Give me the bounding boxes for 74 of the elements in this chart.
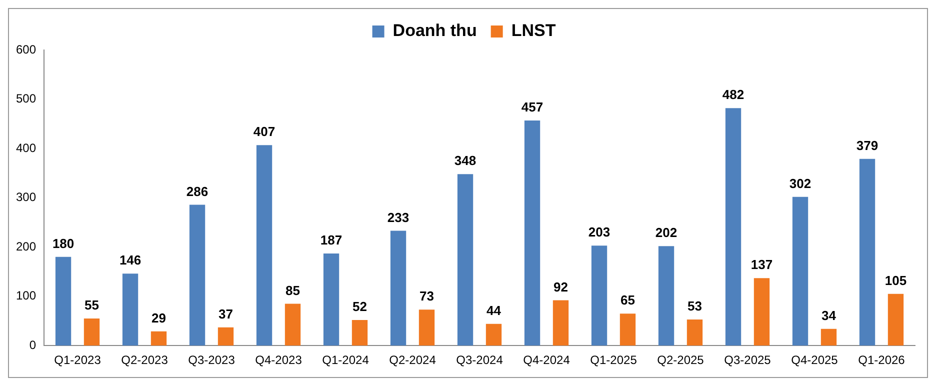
bar (620, 314, 636, 346)
bar (256, 145, 272, 346)
x-tick-label: Q3-2024 (456, 353, 504, 368)
data-label: 105 (884, 272, 907, 288)
data-label: 407 (253, 124, 276, 140)
data-label: 180 (52, 236, 74, 251)
bar (859, 158, 876, 346)
bar (122, 274, 138, 346)
data-label: 85 (286, 282, 300, 298)
bar (284, 304, 301, 346)
bar (418, 310, 435, 346)
bar (888, 294, 904, 346)
data-label: 286 (186, 184, 208, 199)
legend-label: Doanh thu (392, 21, 477, 40)
data-label: 55 (84, 298, 99, 313)
data-label: 203 (588, 224, 610, 240)
bar (754, 278, 770, 346)
x-tick-label: Q1-2026 (858, 353, 906, 368)
bar (55, 256, 72, 346)
data-label: 457 (521, 100, 544, 115)
x-tick-label: Q2-2025 (657, 353, 704, 368)
bar (218, 327, 234, 346)
bar (820, 328, 837, 346)
bar (323, 253, 340, 346)
bar (486, 324, 502, 346)
x-tick-label: Q1-2025 (590, 353, 638, 368)
data-label: 73 (420, 288, 434, 304)
data-label: 482 (722, 87, 744, 102)
x-tick-label: Q4-2025 (791, 353, 838, 368)
bar (686, 319, 703, 346)
bar (150, 331, 167, 346)
bar (457, 174, 474, 346)
y-tick-label: 600 (16, 42, 36, 56)
x-tick-label: Q1-2023 (54, 353, 102, 368)
data-label: 37 (218, 306, 233, 322)
data-label: 348 (454, 153, 476, 168)
x-tick-label: Q3-2023 (188, 353, 236, 368)
x-tick-label: Q3-2025 (724, 353, 772, 368)
y-tick-label: 300 (16, 190, 36, 204)
bar (552, 300, 569, 346)
data-label: 187 (320, 232, 342, 248)
legend-label: LNST (511, 21, 556, 40)
data-label: 44 (486, 303, 502, 318)
x-tick-label: Q4-2024 (523, 353, 570, 368)
bar (792, 196, 808, 346)
y-tick-label: 500 (16, 92, 36, 106)
y-tick-label: 100 (16, 288, 36, 303)
x-tick-label: Q4-2023 (255, 353, 302, 368)
y-tick-label: 200 (16, 239, 36, 254)
bar (84, 318, 100, 346)
y-tick-label: 400 (16, 140, 36, 155)
data-label: 34 (822, 308, 837, 323)
bar (658, 246, 674, 346)
data-label: 146 (119, 252, 142, 268)
x-tick-label: Q2-2023 (121, 353, 168, 368)
x-tick-label: Q1-2024 (322, 353, 370, 368)
bar (352, 320, 368, 346)
data-label: 65 (620, 292, 635, 308)
data-label: 379 (856, 138, 878, 153)
x-tick-label: Q2-2024 (389, 353, 436, 368)
data-label: 53 (688, 298, 702, 314)
data-label: 137 (750, 257, 773, 272)
data-label: 52 (352, 299, 367, 314)
data-label: 92 (554, 279, 568, 294)
data-label: 29 (152, 310, 166, 326)
bar (524, 120, 540, 346)
data-label: 302 (789, 176, 812, 191)
bar (189, 204, 206, 346)
data-label: 233 (387, 210, 410, 225)
bar (725, 108, 742, 346)
y-tick-label: 0 (29, 338, 36, 352)
data-label: 202 (655, 225, 678, 240)
bar (591, 246, 608, 346)
bar (390, 230, 406, 346)
